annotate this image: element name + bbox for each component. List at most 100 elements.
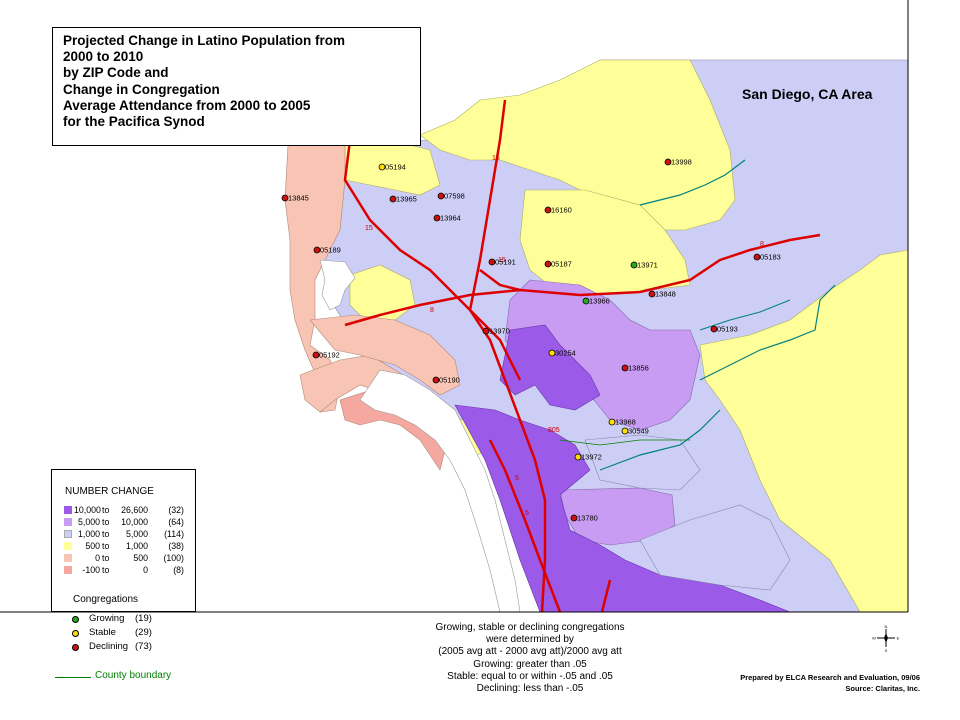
legend-count: (64): [168, 517, 184, 527]
marker-zip-label: 05183: [760, 253, 781, 262]
legend-low: 10,000: [74, 505, 101, 515]
marker-dot: [544, 206, 552, 214]
marker-dot: [433, 214, 441, 222]
marker-zip-label: 13972: [581, 453, 602, 462]
legend-row: 10,000 to 26,600 (32): [64, 505, 196, 516]
legend-to: to: [102, 505, 110, 515]
legend-swatch: [64, 554, 72, 562]
marker-zip-label: 30254: [555, 349, 576, 358]
legend-low: 1,000: [77, 529, 100, 539]
declining-dot-icon: [72, 644, 79, 651]
county-boundary-line-icon: [55, 677, 91, 678]
zip-region-yellow-north: [419, 59, 736, 231]
marker-dot: [432, 376, 440, 384]
legend-high: 1,000: [125, 541, 148, 551]
legend-to: to: [102, 553, 110, 563]
note-line: Stable: equal to or within -.05 and .05: [447, 670, 613, 682]
congregation-marker: 05187: [544, 260, 572, 269]
marker-zip-label: 05192: [319, 351, 340, 360]
area-label: San Diego, CA Area: [742, 86, 873, 102]
marker-zip-label: 13998: [671, 158, 692, 167]
map-title-box: Projected Change in Latino Population fr…: [52, 27, 421, 146]
congregation-marker: 13972: [574, 453, 602, 462]
marker-dot: [574, 453, 582, 461]
marker-zip-label: 30549: [628, 427, 649, 436]
marker-dot: [548, 349, 556, 357]
svg-text:15: 15: [492, 155, 500, 162]
credit-line: Prepared by ELCA Research and Evaluation…: [740, 673, 920, 682]
county-boundary-line: [559, 439, 690, 446]
congregation-marker: 13998: [664, 158, 692, 167]
legend-to: to: [102, 529, 110, 539]
zip-region-yellow-center: [519, 189, 691, 296]
marker-zip-label: 13845: [288, 194, 309, 203]
title-line: Projected Change in Latino Population fr…: [63, 33, 346, 48]
legend-row: 5,000 to 10,000 (64): [64, 517, 196, 528]
marker-zip-label: 05187: [551, 260, 572, 269]
title-line: for the Pacifica Synod: [63, 114, 205, 130]
congregation-marker: 13968: [608, 418, 636, 427]
legend-high: 10,000: [121, 517, 148, 527]
legend-high: 500: [133, 553, 148, 563]
legend-low: 5,000: [77, 517, 100, 527]
note-line: (2005 avg att - 2000 avg att)/2000 avg a…: [438, 646, 622, 658]
zip-region-light-blue-southeast: [639, 504, 791, 591]
congregation-marker: 05190: [432, 376, 460, 385]
marker-dot: [621, 427, 629, 435]
marker-zip-label: 13971: [637, 261, 658, 270]
congregation-marker: 07598: [437, 192, 465, 201]
marker-zip-label: 05190: [439, 376, 460, 385]
marker-dot: [621, 364, 629, 372]
river: [639, 159, 746, 206]
credit-line: Source: Claritas, Inc.: [845, 684, 920, 693]
congregation-marker: 05183: [753, 253, 781, 262]
marker-zip-label: 05193: [717, 325, 738, 334]
marker-dot: [630, 261, 638, 269]
congregation-count: (73): [135, 641, 152, 652]
title-line: Average Attendance from 2000 to 2005: [63, 97, 311, 113]
methodology-note: Growing, stable or declining congregatio…: [380, 622, 680, 695]
legend-row: 500 to 1,000 (38): [64, 541, 196, 552]
congregation-marker: 13965: [389, 195, 417, 204]
title-line: by ZIP Code and: [63, 65, 169, 81]
legend-swatch: [64, 566, 72, 574]
legend-row: 1,000 to 5,000 (114): [64, 529, 196, 540]
congregation-count: (19): [135, 613, 152, 624]
marker-zip-label: 13856: [628, 364, 649, 373]
legend-count: (114): [164, 529, 184, 539]
svg-text:N: N: [885, 624, 888, 629]
legend-high: 0: [143, 565, 148, 575]
legend-title: NUMBER CHANGE: [65, 486, 154, 497]
marker-zip-label: 05191: [495, 258, 516, 267]
legend-low: 500: [85, 541, 100, 551]
svg-text:15: 15: [365, 225, 373, 232]
congregation-marker: 13845: [281, 194, 309, 203]
marker-dot: [313, 246, 321, 254]
marker-dot: [488, 258, 496, 266]
river: [599, 409, 721, 471]
highway-labels: 15 15 8 8 805 5 5 15: [365, 155, 764, 517]
highways: [343, 99, 821, 612]
congregation-marker: 05193: [710, 325, 738, 334]
marker-dot: [753, 253, 761, 261]
legend-low: 0: [95, 553, 100, 563]
congregation-marker: 13970: [482, 327, 510, 336]
county-boundary-label: County boundary: [95, 670, 172, 681]
mission-bay: [319, 259, 356, 311]
note-line: Declining: less than -.05: [476, 683, 584, 695]
marker-zip-label: 13968: [615, 418, 636, 427]
marker-dot: [389, 195, 397, 203]
marker-dot: [582, 297, 590, 305]
title-line: Change in Congregation: [63, 81, 220, 97]
svg-text:15: 15: [498, 257, 506, 264]
credit: Prepared by ELCA Research and Evaluation…: [700, 672, 920, 694]
marker-dot: [710, 325, 718, 333]
marker-zip-label: 13965: [396, 195, 417, 204]
marker-dot: [648, 290, 656, 298]
marker-zip-label: 07598: [444, 192, 465, 201]
legend-swatch: [64, 518, 72, 526]
marker-zip-label: 16160: [551, 206, 572, 215]
marker-dot: [281, 194, 289, 202]
congregation-marker: 30254: [548, 349, 576, 358]
legend-swatch: [64, 542, 72, 550]
